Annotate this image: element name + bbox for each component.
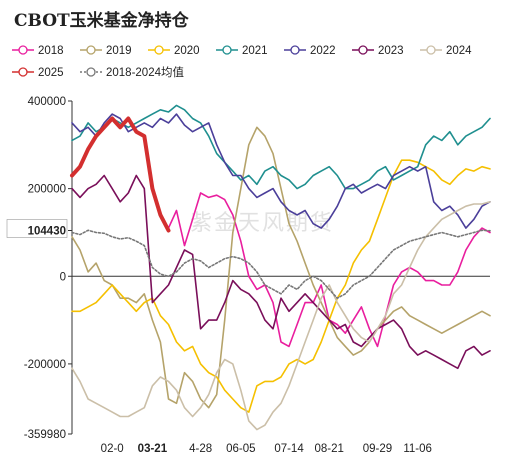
- legend-label: 2025: [38, 67, 64, 79]
- legend-marker: [18, 67, 28, 77]
- legend-item-2018: 2018: [12, 45, 64, 57]
- legend-label: 2020: [174, 45, 200, 57]
- legend-marker: [358, 45, 368, 55]
- series-line-2024: [71, 201, 491, 431]
- series-line-2018: [167, 192, 491, 348]
- legend-item-2023: 2023: [352, 45, 404, 57]
- legend-marker: [86, 67, 96, 77]
- chart-title: CBOT玉米基金净持仓: [14, 11, 189, 31]
- x-tick-label: 11-06: [403, 443, 432, 455]
- y-tick-label: 200000: [28, 184, 66, 196]
- legend-label: 2023: [378, 45, 404, 57]
- series-line-2023: [71, 174, 491, 370]
- legend-label: 2024: [446, 45, 472, 57]
- legend-label: 2021: [242, 45, 268, 57]
- y-tick-label: 0: [60, 271, 66, 283]
- legend-label: 2019: [106, 45, 132, 57]
- y-tick-label-highlight-box: [6, 219, 68, 238]
- legend-marker: [86, 45, 96, 55]
- legend-marker: [290, 45, 300, 55]
- y-tick-label: -359980: [24, 429, 66, 441]
- legend-item-2019: 2019: [80, 45, 132, 57]
- x-tick-label: 08-21: [315, 443, 344, 455]
- series-line-2022: [71, 113, 491, 229]
- legend-item-2025: 2025: [12, 67, 64, 79]
- legend-item-2022: 2022: [284, 45, 336, 57]
- legend-label: 2022: [310, 45, 336, 57]
- y-tick-label-highlight: 104430: [28, 226, 66, 238]
- watermark: 紫金天风期货: [190, 210, 335, 235]
- series-line-2021: [71, 104, 491, 190]
- x-tick-label: 02-0: [101, 443, 124, 455]
- legend-item-2020: 2020: [148, 45, 200, 57]
- x-tick-label: 09-29: [363, 443, 392, 455]
- legend-marker: [154, 45, 164, 55]
- legend-marker: [222, 45, 232, 55]
- legend-marker: [426, 45, 436, 55]
- series-line-2019: [71, 126, 491, 409]
- series-line-2020: [71, 159, 491, 413]
- legend-label: 2018-2024均值: [106, 66, 184, 79]
- series-line-2018-2024均值: [71, 229, 491, 300]
- axes: [68, 100, 490, 435]
- x-tick-label: 07-14: [274, 443, 304, 455]
- y-tick-label: 400000: [28, 96, 66, 108]
- series-layer: [70, 104, 491, 431]
- legend-item-2018-2024均值: 2018-2024均值: [80, 66, 184, 79]
- legend-marker: [18, 45, 28, 55]
- x-tick-label: 06-05: [226, 443, 255, 455]
- legend-label: 2018: [38, 45, 64, 57]
- x-tick-label: 4-28: [189, 443, 212, 455]
- x-tick-label: 03-21: [138, 443, 168, 455]
- tick-labels: 400000 200000 104430 0 -200000 -359980 02-0 03-…: [6, 96, 432, 455]
- legend-item-2021: 2021: [216, 45, 268, 57]
- legend: 2018 2019 2020 2021 2022 2023 2024 2025 2018-202…: [12, 45, 472, 79]
- y-tick-label: -200000: [24, 359, 66, 371]
- series-line-2025: [70, 116, 171, 233]
- legend-item-2024: 2024: [420, 45, 472, 57]
